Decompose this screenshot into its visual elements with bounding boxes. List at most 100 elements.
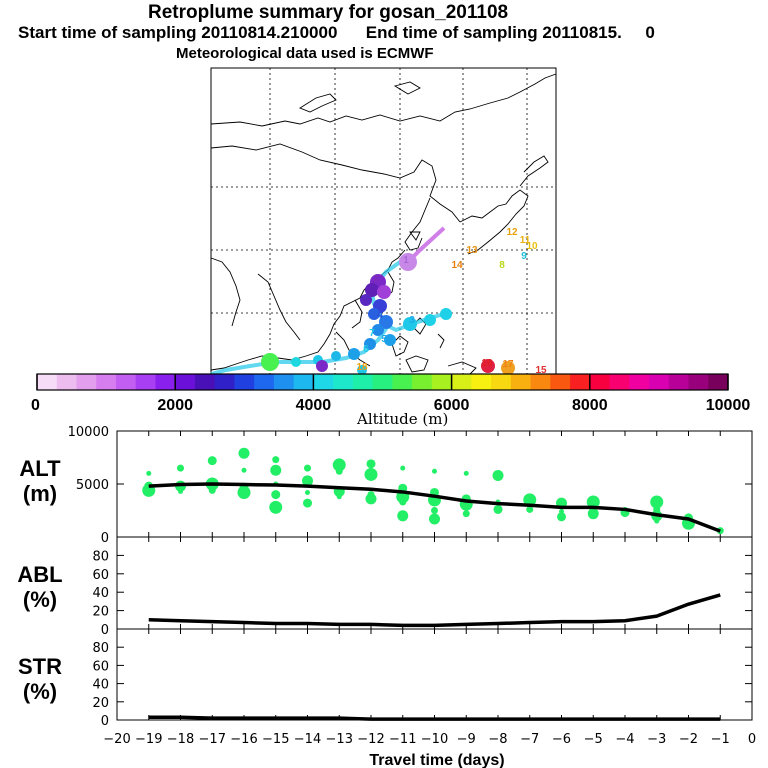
scatter-point bbox=[523, 493, 537, 507]
scatter-point bbox=[177, 464, 184, 472]
scatter-point bbox=[364, 467, 378, 481]
y-tick-label: 0 bbox=[101, 714, 109, 729]
met-data-label: Meteorological data used is ECMWF bbox=[176, 45, 434, 62]
series-line-str bbox=[148, 715, 721, 721]
trajectory-marker-10: 10 bbox=[526, 241, 538, 252]
panel-ylabel-unit: (%) bbox=[23, 679, 57, 704]
panel-frame bbox=[116, 628, 753, 721]
scatter-point bbox=[492, 470, 504, 482]
colorbar-cell bbox=[333, 374, 354, 390]
panel-ylabel-unit: (%) bbox=[23, 587, 57, 612]
scatter-point bbox=[302, 475, 313, 487]
scatter-point bbox=[557, 512, 566, 522]
colorbar-cell bbox=[372, 374, 393, 390]
scatter-point bbox=[462, 510, 470, 518]
scatter-point bbox=[241, 467, 247, 473]
scatter-point bbox=[366, 459, 376, 469]
x-tick-label: −17 bbox=[199, 732, 226, 747]
x-tick-label: −13 bbox=[326, 732, 353, 747]
scatter-point bbox=[304, 464, 311, 472]
colorbar-cell bbox=[629, 374, 650, 390]
scatter-point bbox=[399, 498, 407, 506]
trajectory-marker-11: 11 bbox=[520, 235, 531, 246]
x-tick-label: −1 bbox=[711, 732, 730, 747]
scatter-point bbox=[365, 493, 377, 505]
x-tick-label: −9 bbox=[457, 732, 476, 747]
colorbar-cell bbox=[431, 374, 453, 390]
trajectory-marker-1: 1 bbox=[403, 255, 409, 266]
scatter-point bbox=[238, 447, 250, 459]
panel-alt: 0 5000 10000 ALT(m) bbox=[19, 425, 753, 546]
colorbar-tick-label: 4000 bbox=[296, 397, 332, 414]
colorbar-cell bbox=[392, 374, 413, 390]
altitude-colorbar: 0 2000 4000 6000 8000 10000 Altitude (m) bbox=[31, 373, 750, 428]
colorbar-cell bbox=[570, 374, 591, 390]
chart-title: Retroplume summary for gosan_201108 bbox=[148, 2, 509, 23]
colorbar-tick-label: 6000 bbox=[434, 397, 470, 414]
sampling-times: Start time of sampling 20110814.210000 E… bbox=[18, 23, 768, 43]
x-axis-label: Travel time (days) bbox=[369, 752, 504, 768]
x-tick-label: 0 bbox=[748, 732, 756, 747]
scatter-point bbox=[431, 507, 438, 514]
colorbar-cell bbox=[175, 374, 196, 390]
y-tick-label: 80 bbox=[92, 641, 109, 656]
colorbar-cell bbox=[589, 374, 611, 390]
colorbar-cell bbox=[155, 374, 176, 390]
scatter-point bbox=[526, 505, 534, 513]
trajectory-marker-7: 7 bbox=[369, 328, 375, 339]
y-tick-label: 40 bbox=[92, 586, 109, 601]
colorbar-cell bbox=[649, 374, 670, 390]
colorbar-cell bbox=[668, 374, 690, 390]
scatter-point bbox=[146, 470, 152, 476]
x-tick-label: −8 bbox=[488, 732, 507, 747]
colorbar-cell bbox=[708, 374, 729, 390]
scatter-point bbox=[586, 495, 600, 509]
panel-ylabel-abl: ABL bbox=[17, 562, 62, 587]
colorbar-cell bbox=[293, 374, 314, 390]
y-tick-label: 0 bbox=[101, 531, 109, 546]
colorbar-cell bbox=[96, 374, 117, 390]
y-tick-label: 10000 bbox=[68, 425, 109, 440]
x-tick-label: −7 bbox=[520, 732, 539, 747]
trajectory-blobs bbox=[261, 253, 515, 375]
colorbar-cell bbox=[37, 374, 58, 390]
x-tick-label: −12 bbox=[357, 732, 384, 747]
trajectory-marker-16: 16 bbox=[481, 358, 493, 369]
colorbar-cell bbox=[76, 374, 97, 390]
x-tick-label: −10 bbox=[421, 732, 448, 747]
scatter-point bbox=[208, 486, 216, 494]
trajectory-marker-18: 18 bbox=[356, 362, 368, 373]
series-line-abl bbox=[148, 593, 721, 628]
trajectory-marker-9: 9 bbox=[521, 251, 527, 262]
scatter-point bbox=[303, 498, 312, 508]
colorbar-cell bbox=[412, 374, 433, 390]
scatter-point bbox=[272, 456, 280, 464]
scatter-point bbox=[400, 465, 406, 471]
trajectory-marker-15: 15 bbox=[535, 365, 547, 376]
colorbar-tick-label: 0 bbox=[31, 397, 40, 414]
y-tick-label: 40 bbox=[92, 678, 109, 693]
scatter-point bbox=[305, 489, 310, 495]
panel-ylabel-str: STR bbox=[18, 654, 62, 679]
x-tick-label: −18 bbox=[167, 732, 194, 747]
colorbar-cell bbox=[194, 374, 216, 390]
scatter-point bbox=[650, 495, 664, 509]
panel-ylabel-unit: (m) bbox=[23, 481, 57, 506]
start-time-label: Start time of sampling 20110814.210000 bbox=[18, 23, 338, 42]
scatter-point bbox=[654, 518, 660, 524]
colorbar-cell bbox=[550, 374, 571, 390]
colorbar-cell bbox=[56, 374, 77, 390]
scatter-point bbox=[271, 490, 281, 500]
colorbar-cell bbox=[214, 374, 235, 390]
scatter-point bbox=[336, 494, 342, 500]
time-series-panels: 0500010000ALT(m)020406080ABL(%)020406080… bbox=[17, 425, 756, 768]
trajectory-marker-12: 12 bbox=[506, 227, 518, 238]
trajectory-marker-4: 4 bbox=[377, 310, 383, 321]
colorbar-title: Altitude (m) bbox=[356, 410, 448, 428]
x-tick-label: −2 bbox=[679, 732, 698, 747]
x-tick-label: −3 bbox=[647, 732, 666, 747]
x-tick-label: −4 bbox=[615, 732, 634, 747]
x-tick-label: −6 bbox=[552, 732, 571, 747]
